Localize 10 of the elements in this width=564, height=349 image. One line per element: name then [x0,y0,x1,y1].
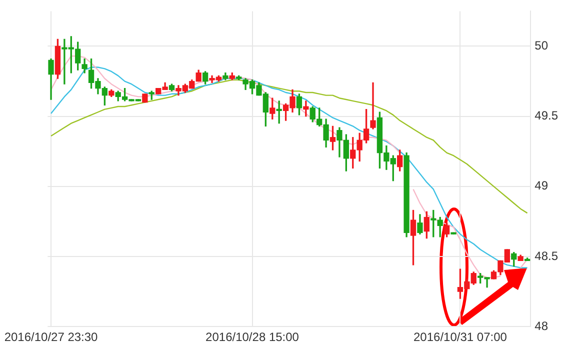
y-tick-label: 48 [534,318,548,333]
x-tick-label: 2016/10/27 23:30 [4,330,98,344]
y-tick-label: 49.5 [534,108,558,123]
y-tick-label: 49 [534,178,548,193]
x-tick-label: 2016/10/31 07:00 [414,330,508,344]
candlestick [370,82,376,130]
candlestick [303,100,309,117]
x-tick-label: 2016/10/28 15:00 [206,330,300,344]
y-tick-label: 48.5 [534,248,558,263]
y-tick-label: 50 [534,38,548,53]
